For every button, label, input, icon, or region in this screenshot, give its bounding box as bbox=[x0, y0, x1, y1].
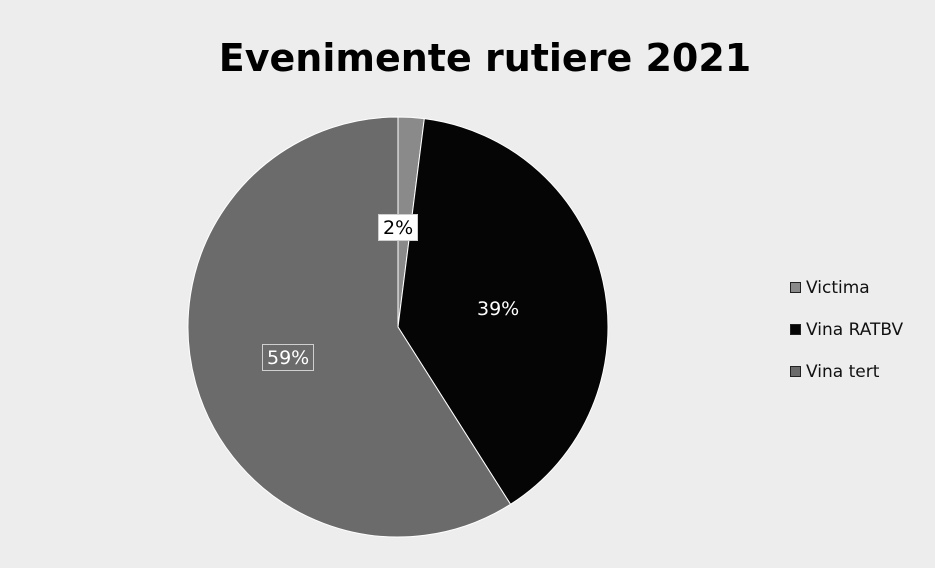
legend-item-vina-tert: Vina tert bbox=[790, 360, 903, 383]
pie-slice-vina-tert bbox=[187, 116, 512, 538]
pie-slice-vina-ratbv bbox=[397, 118, 609, 505]
legend-item-victima: Victima bbox=[790, 276, 903, 299]
legend: Victima Vina RATBV Vina tert bbox=[790, 276, 903, 402]
legend-swatch-vina-ratbv bbox=[790, 324, 801, 335]
legend-label-vina-tert: Vina tert bbox=[806, 361, 880, 382]
legend-item-vina-ratbv: Vina RATBV bbox=[790, 318, 903, 341]
data-label-victima: 2% bbox=[378, 214, 419, 241]
legend-swatch-victima bbox=[790, 282, 801, 293]
legend-label-vina-ratbv: Vina RATBV bbox=[806, 319, 904, 340]
legend-label-victima: Victima bbox=[806, 277, 870, 298]
data-label-vina-tert: 59% bbox=[262, 344, 315, 371]
chart-title: Evenimente rutiere 2021 bbox=[218, 36, 752, 80]
legend-swatch-vina-tert bbox=[790, 366, 801, 377]
data-label-vina-ratbv: 39% bbox=[477, 298, 520, 320]
